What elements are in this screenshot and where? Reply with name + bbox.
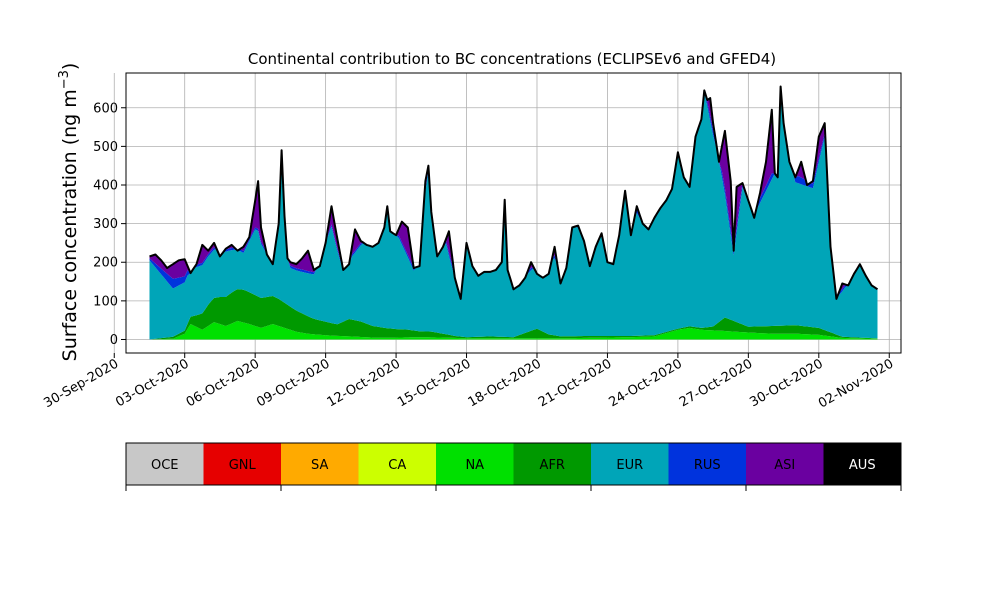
legend-swatch-ca xyxy=(358,443,437,485)
legend-label-eur: EUR xyxy=(616,458,643,473)
legend-swatch-aus xyxy=(823,443,902,485)
legend-label-ca: CA xyxy=(388,458,406,473)
x-tick-label: 30-Sep-2020 xyxy=(41,356,121,411)
area-eur xyxy=(149,92,878,340)
legend-label-rus: RUS xyxy=(694,458,721,473)
x-tick-label: 09-Oct-2020 xyxy=(254,356,332,410)
legend-swatch-sa xyxy=(281,443,359,485)
x-tick-label: 24-Oct-2020 xyxy=(607,356,685,410)
y-axis-label-close: ) xyxy=(59,63,81,70)
x-tick-label: 30-Oct-2020 xyxy=(747,356,825,410)
y-axis: 0 100 200 300 400 500 600 xyxy=(93,101,126,348)
y-tick-label: 600 xyxy=(93,101,118,116)
stacked-areas xyxy=(149,86,878,340)
x-tick-label: 15-Oct-2020 xyxy=(395,356,473,410)
y-axis-label-main: Surface concentration (ng m xyxy=(59,89,81,361)
svg-text:Surface concentration (ng m−3): Surface concentration (ng m−3) xyxy=(57,63,81,362)
legend-swatch-rus xyxy=(668,443,747,485)
x-tick-label: 21-Oct-2020 xyxy=(536,356,614,410)
total-line xyxy=(149,85,879,300)
legend-label-sa: SA xyxy=(311,458,328,473)
legend-swatch-afr xyxy=(513,443,592,485)
y-tick-label: 100 xyxy=(93,294,118,309)
area-na xyxy=(149,320,878,340)
x-tick-label: 27-Oct-2020 xyxy=(677,356,755,410)
x-tick-label: 18-Oct-2020 xyxy=(466,356,544,410)
x-axis: 30-Sep-202003-Oct-202006-Oct-202009-Oct-… xyxy=(41,353,896,411)
legend-label-oce: OCE xyxy=(151,458,179,473)
y-tick-label: 300 xyxy=(93,217,118,232)
plot-frame xyxy=(125,72,902,354)
legend-swatch-gnl xyxy=(203,443,282,485)
y-tick-label: 0 xyxy=(110,333,118,348)
x-tick-label: 02-Nov-2020 xyxy=(816,356,896,411)
y-tick-label: 500 xyxy=(93,140,118,155)
y-axis-label: Surface concentration (ng m−3) xyxy=(57,63,81,362)
area-afr xyxy=(149,289,878,340)
y-tick-label: 200 xyxy=(93,256,118,271)
legend-swatch-oce xyxy=(126,443,204,485)
x-tick-label: 03-Oct-2020 xyxy=(113,356,191,410)
legend-label-afr: AFR xyxy=(540,458,565,473)
y-axis-label-superscript: −3 xyxy=(57,70,72,89)
x-tick-label: 12-Oct-2020 xyxy=(325,356,403,410)
legend-frame xyxy=(125,442,902,486)
legend-colorbar: OCE GNL SA CA NA AFR EUR RUS ASI AUS xyxy=(125,442,902,491)
legend-label-na: NA xyxy=(465,458,484,473)
legend-swatch-asi xyxy=(746,443,824,485)
x-tick-label: 06-Oct-2020 xyxy=(184,356,262,410)
legend-swatch-na xyxy=(436,443,514,485)
y-tick-label: 400 xyxy=(93,179,118,194)
legend-label-aus: AUS xyxy=(849,458,876,473)
legend-label-gnl: GNL xyxy=(229,458,257,473)
chart-title: Continental contribution to BC concentra… xyxy=(248,50,776,68)
legend-label-asi: ASI xyxy=(774,458,795,473)
legend-swatch-eur xyxy=(591,443,669,485)
